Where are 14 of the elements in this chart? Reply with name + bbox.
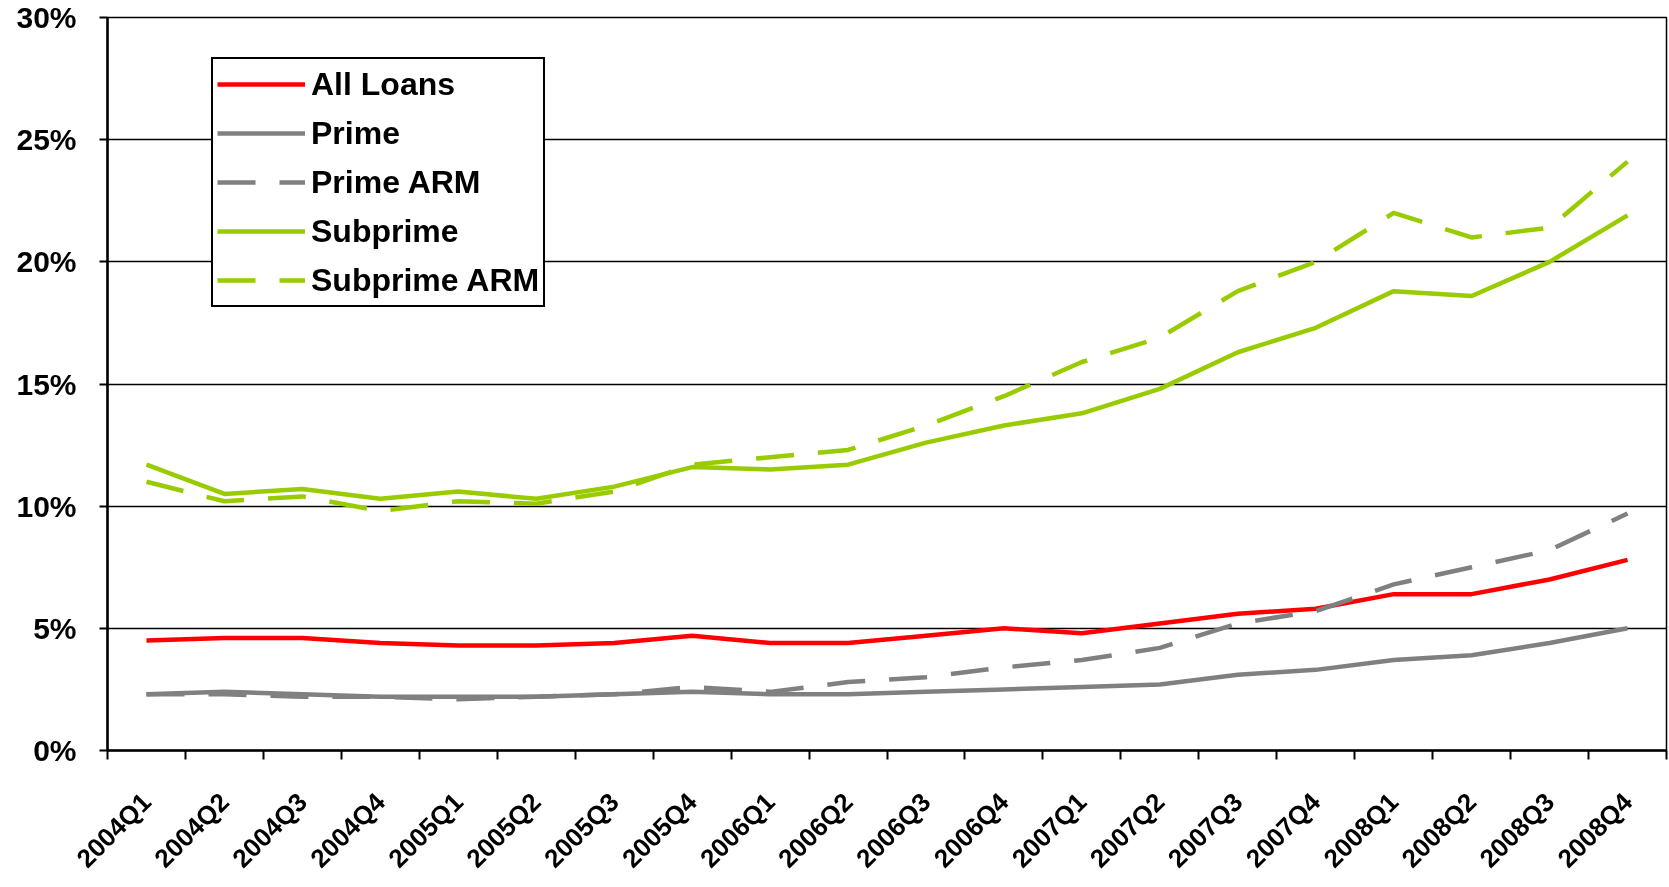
y-tick-label: 15%	[16, 367, 77, 401]
legend-label: Subprime ARM	[311, 260, 540, 300]
y-tick-label: 0%	[33, 734, 77, 767]
legend-label: Prime	[311, 113, 400, 153]
line-series	[144, 557, 1630, 648]
y-tick-label: 5%	[33, 611, 77, 645]
y-tick-label: 30%	[16, 1, 77, 34]
legend-label: All Loans	[311, 64, 456, 104]
line-series	[144, 159, 1630, 514]
y-tick-label: 25%	[16, 123, 77, 157]
legend-label: Subprime	[311, 211, 459, 251]
y-tick-label: 20%	[16, 245, 77, 279]
legend-label: Prime ARM	[311, 162, 481, 202]
y-tick-label: 10%	[16, 489, 77, 523]
